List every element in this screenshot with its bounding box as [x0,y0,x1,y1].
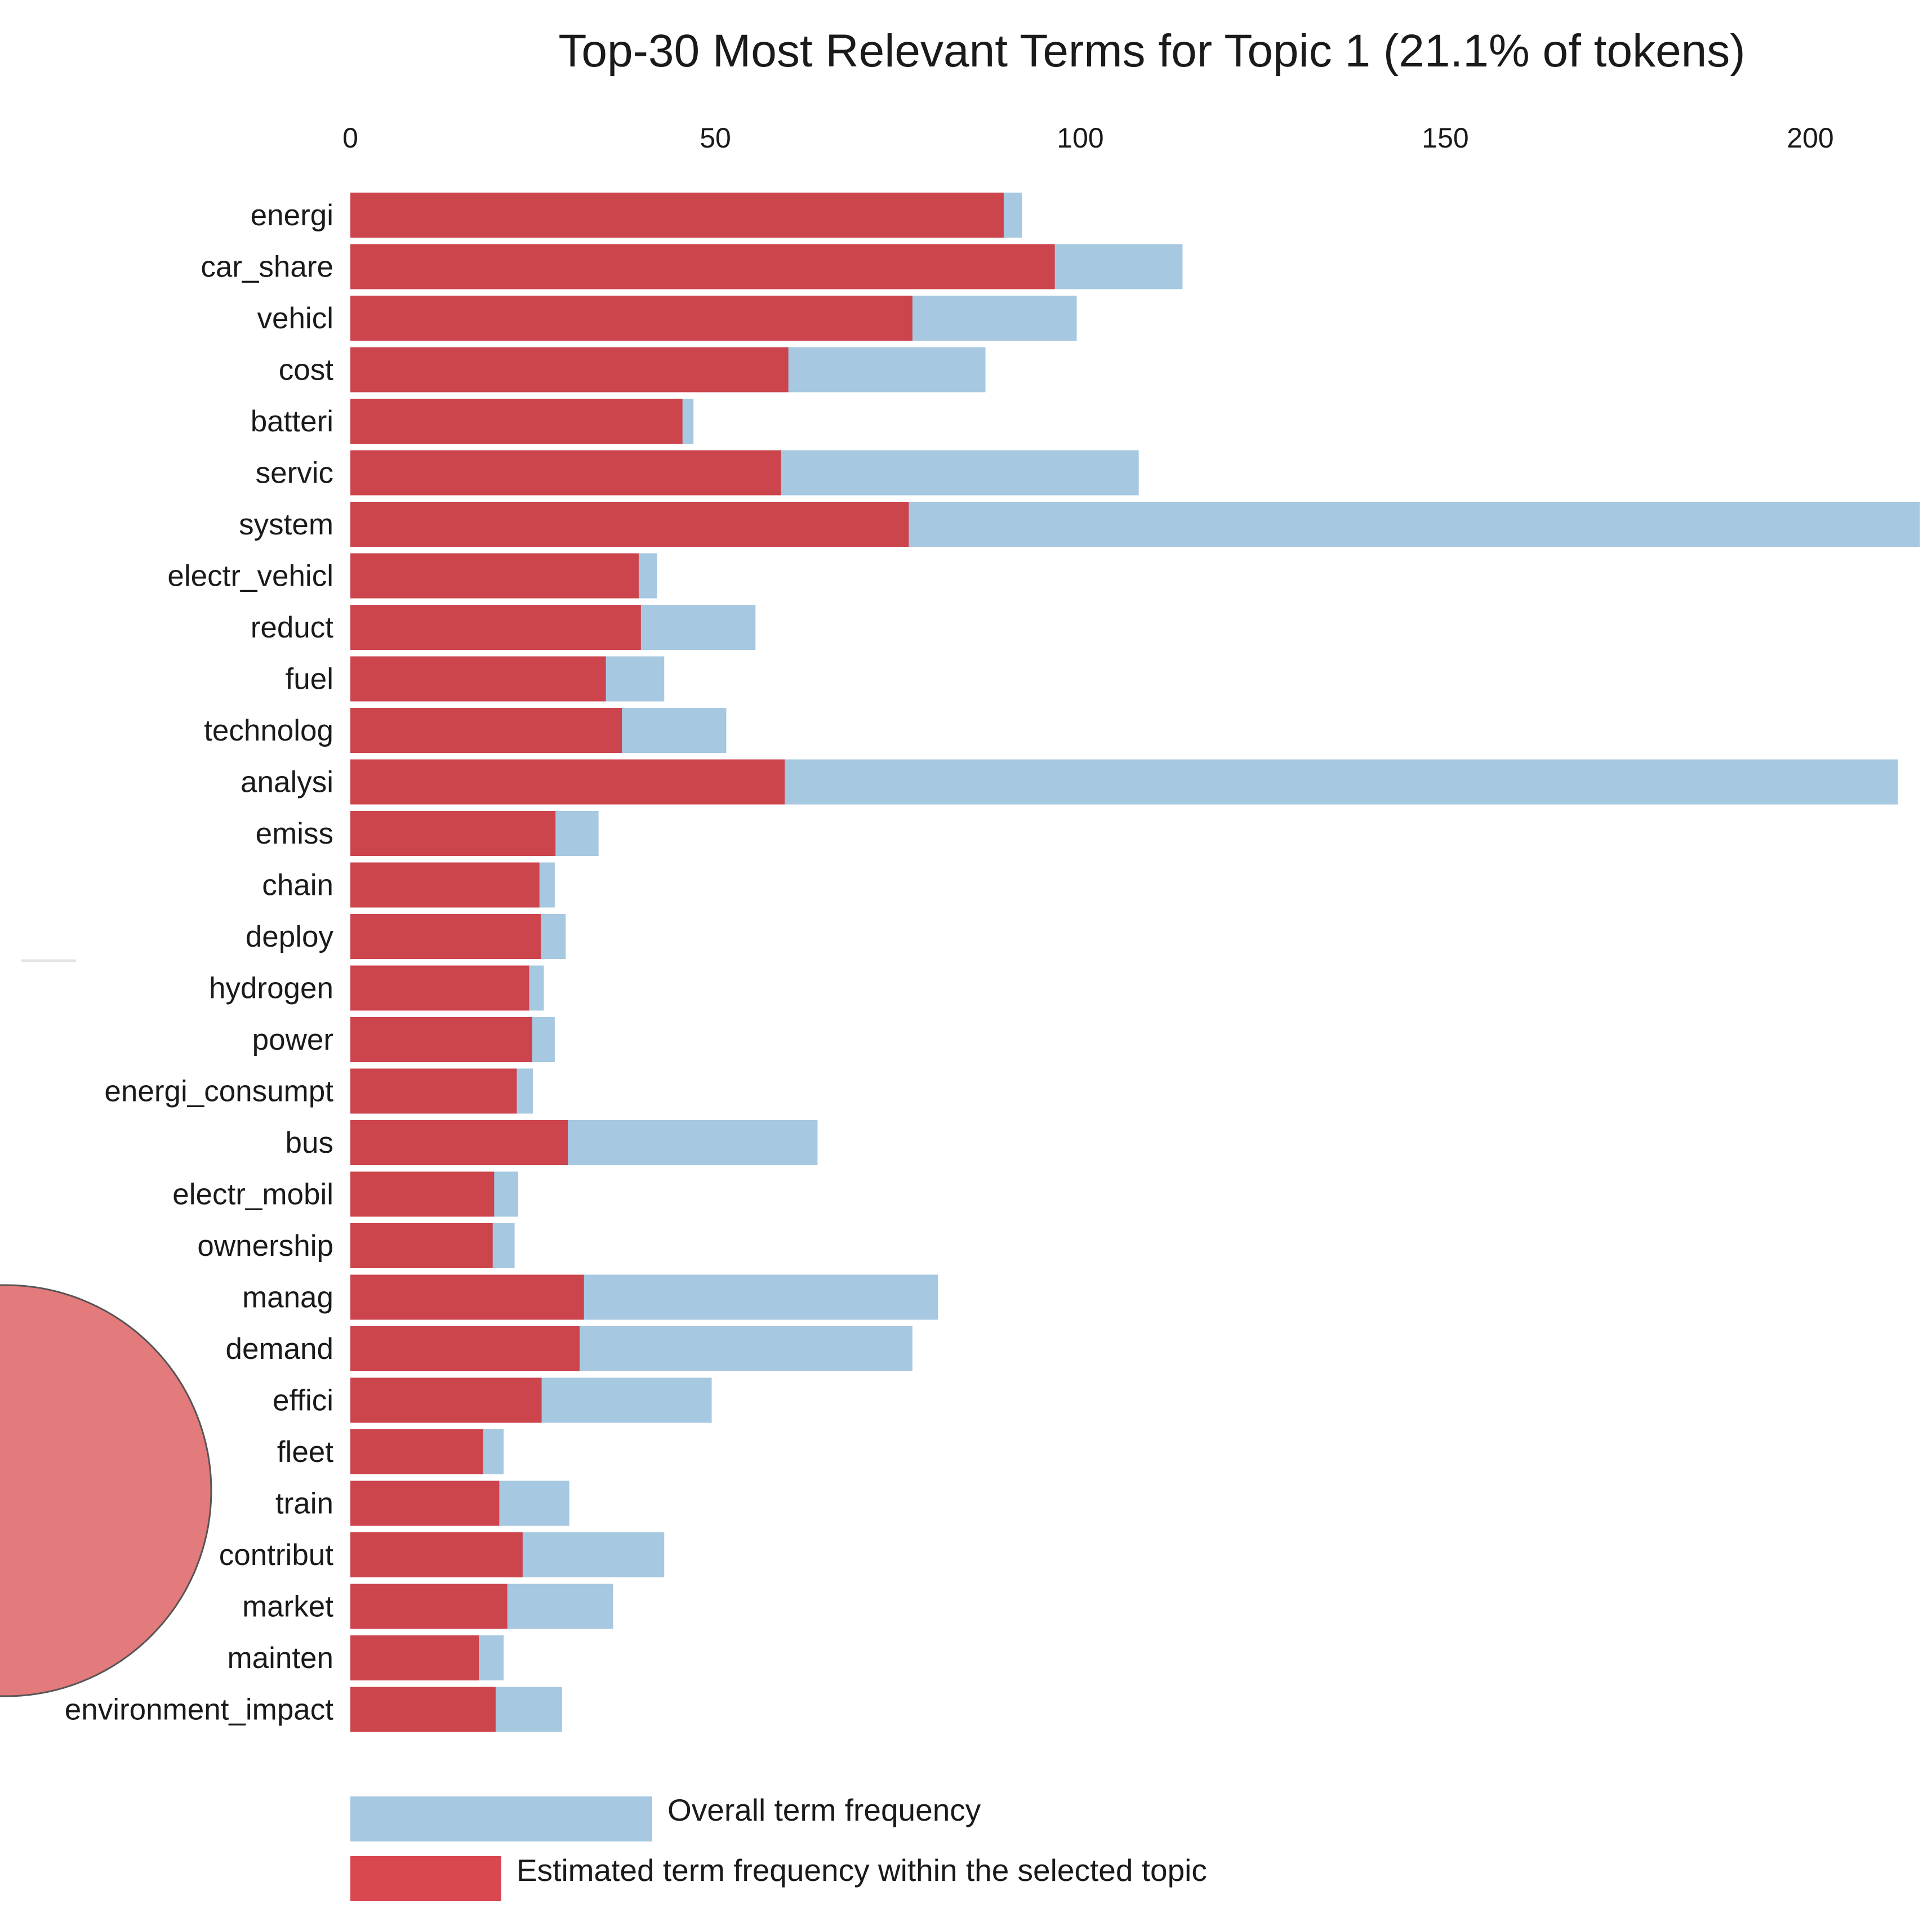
term-label-technolog[interactable]: technolog [204,714,333,747]
term-label-manag[interactable]: manag [242,1281,333,1314]
topic-frequency-bar-effici[interactable] [350,1377,542,1423]
topic-frequency-bar-chain[interactable] [350,862,540,908]
topic-frequency-bar-batteri[interactable] [350,399,683,444]
topic-frequency-bar-train[interactable] [350,1481,500,1526]
legend-swatch-overall[interactable] [350,1796,652,1841]
legend-label-topic: Estimated term frequency within the sele… [517,1853,1207,1888]
topic-frequency-bar-ownership[interactable] [350,1223,493,1268]
topic-frequency-bar-demand[interactable] [350,1326,580,1371]
term-label-demand[interactable]: demand [225,1332,333,1366]
topic-frequency-bar-fleet[interactable] [350,1429,483,1474]
legend-label-overall: Overall term frequency [667,1792,981,1827]
topic-frequency-bar-energi[interactable] [350,193,1004,238]
term-label-power[interactable]: power [252,1023,333,1056]
term-label-vehicl[interactable]: vehicl [257,302,333,335]
x-tick-label: 150 [1422,122,1468,154]
term-label-emiss[interactable]: emiss [256,817,333,850]
term-label-effici[interactable]: effici [273,1384,333,1417]
x-tick-label: 100 [1057,122,1103,154]
term-label-reduct[interactable]: reduct [251,611,334,644]
term-label-electr_mobil[interactable]: electr_mobil [172,1178,333,1211]
term-label-servic[interactable]: servic [256,457,333,490]
term-label-electr_vehicl[interactable]: electr_vehicl [167,560,333,593]
topic-frequency-bar-mainten[interactable] [350,1635,479,1680]
term-label-fuel[interactable]: fuel [286,663,333,696]
topic-frequency-bar-system[interactable] [350,502,909,547]
topic-frequency-bar-manag[interactable] [350,1274,584,1320]
term-label-train[interactable]: train [275,1487,333,1520]
topic-frequency-bar-reduct[interactable] [350,605,641,650]
topic-frequency-bar-emiss[interactable] [350,811,556,856]
chart-title: Top-30 Most Relevant Terms for Topic 1 (… [558,25,1745,77]
topic-frequency-bar-electr_vehicl[interactable] [350,553,639,599]
topic-frequency-bar-environment_impact[interactable] [350,1687,496,1732]
topic-frequency-bar-technolog[interactable] [350,708,622,753]
topic-frequency-bar-power[interactable] [350,1017,532,1062]
x-tick-label: 0 [342,122,358,154]
topic-frequency-bar-hydrogen[interactable] [350,965,529,1011]
term-label-deploy[interactable]: deploy [246,920,334,953]
term-label-ownership[interactable]: ownership [197,1229,333,1263]
x-tick-label: 50 [700,122,731,154]
legend-swatch-topic[interactable] [350,1856,501,1901]
term-label-contribut[interactable]: contribut [219,1539,334,1572]
x-tick-label: 200 [1787,122,1833,154]
topic-frequency-bar-vehicl[interactable] [350,296,912,341]
topic-frequency-bar-deploy[interactable] [350,914,541,959]
topic-frequency-bar-market[interactable] [350,1584,508,1629]
term-label-analysi[interactable]: analysi [241,766,333,799]
term-label-system[interactable]: system [239,508,333,541]
topic-frequency-bar-analysi[interactable] [350,759,785,805]
topic-frequency-bar-contribut[interactable] [350,1532,523,1577]
term-label-fleet[interactable]: fleet [277,1435,333,1469]
term-label-chain[interactable]: chain [262,869,333,902]
term-label-environment_impact[interactable]: environment_impact [65,1693,334,1727]
bars-group [350,193,1920,1732]
topic-frequency-bar-energi_consumpt[interactable] [350,1068,517,1114]
term-label-bus[interactable]: bus [286,1126,333,1160]
topic-frequency-bar-cost[interactable] [350,347,789,393]
topic-frequency-bar-electr_mobil[interactable] [350,1171,495,1217]
term-label-mainten[interactable]: mainten [227,1642,333,1675]
topic-circle[interactable] [0,1284,212,1697]
term-label-batteri[interactable]: batteri [251,405,333,438]
topic-frequency-bar-car_share[interactable] [350,244,1055,289]
topic-frequency-bar-bus[interactable] [350,1120,568,1165]
x-axis-ticks: 0 50 100 150 200 [342,122,1834,154]
term-label-energi[interactable]: energi [251,199,333,232]
term-label-market[interactable]: market [242,1590,333,1624]
term-label-cost[interactable]: cost [279,354,333,387]
term-label-energi_consumpt[interactable]: energi_consumpt [104,1075,333,1108]
topic-frequency-bar-fuel[interactable] [350,656,606,702]
term-label-car_share[interactable]: car_share [201,251,333,284]
legend: Overall term frequency Estimated term fre… [350,1792,1207,1901]
topic-frequency-bar-servic[interactable] [350,450,781,496]
term-label-hydrogen[interactable]: hydrogen [209,972,333,1005]
